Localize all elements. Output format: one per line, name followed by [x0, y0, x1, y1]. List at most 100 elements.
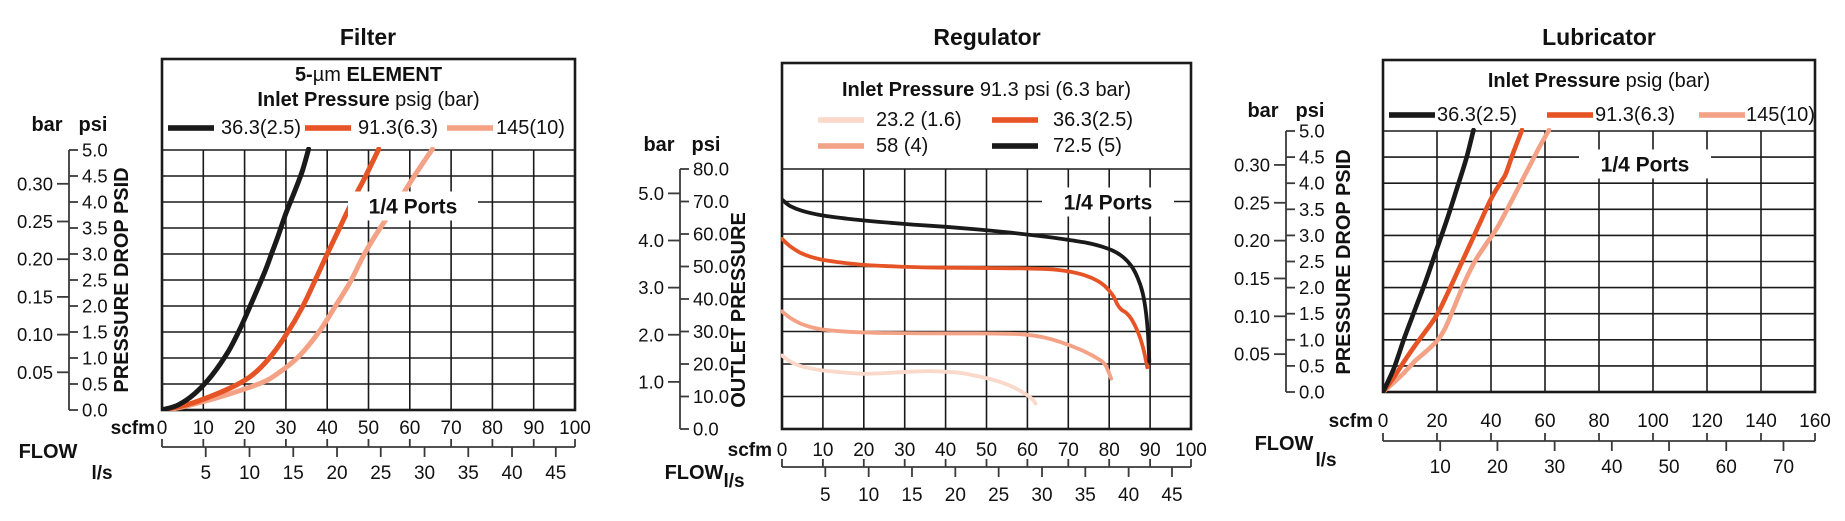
ls-tick-label: 10: [858, 485, 879, 506]
y-axis-ladder: [1274, 130, 1295, 393]
psi-tick-label: 4.0: [1299, 173, 1325, 194]
psi-tick-label: 4.5: [1299, 147, 1325, 168]
x-tick-label: 160: [1799, 411, 1831, 432]
y-axis-ladder: [668, 168, 689, 430]
legend-label: 23.2 (1.6): [876, 109, 962, 131]
legend-title: Inlet Pressure psig (bar): [1488, 70, 1710, 92]
psi-tick-label: 3.5: [1299, 199, 1325, 220]
legend-title: Inlet Pressure psig (bar): [257, 89, 479, 111]
ports-label: 1/4 Ports: [1064, 192, 1153, 215]
x-tick-label: 90: [523, 418, 544, 439]
bar-tick-label: 0.15: [1234, 268, 1270, 289]
ls-tick-label: 60: [1716, 457, 1737, 478]
legend-swatch-black: [168, 125, 214, 131]
psi-tick-label: 1.0: [1299, 329, 1325, 350]
x-tick-label: 50: [358, 418, 379, 439]
legend-label: 145(10): [496, 117, 565, 139]
y-axis-title: PRESSURE DROP PSID: [111, 167, 133, 392]
curve-58-4-: [781, 309, 1114, 381]
bar-unit-label: bar: [643, 134, 674, 156]
legend-swatch-lightpink: [818, 117, 864, 123]
psi-tick-label: 5.0: [1299, 121, 1325, 142]
x-tick-label: 40: [935, 440, 956, 461]
ports-label-bg: [348, 191, 478, 221]
legend-swatch-red: [305, 125, 351, 131]
legend-label: 91.3(6.3): [358, 117, 438, 139]
x-tick-label: 60: [1534, 411, 1555, 432]
bar-tick-label: 0.05: [17, 362, 53, 383]
ls-tick-label: 35: [1075, 485, 1096, 506]
x-axis: [161, 439, 576, 457]
legend-label: 36.3(2.5): [1437, 104, 1517, 126]
ls-tick-label: 70: [1773, 457, 1794, 478]
ls-tick-label: 50: [1658, 457, 1679, 478]
ls-unit-label: l/s: [1315, 450, 1336, 471]
psi-unit-label: psi: [1296, 100, 1325, 122]
bar-unit-label: bar: [1247, 100, 1278, 122]
x-tick-label: 40: [1480, 411, 1501, 432]
chart-title-filter: Filter: [339, 24, 397, 50]
flow-label: FLOW: [665, 462, 724, 484]
flow-label: FLOW: [19, 441, 78, 463]
chart-frame: [780, 61, 1193, 431]
legend-label: 72.5 (5): [1053, 135, 1122, 157]
curve-36.3-2.5-: [1382, 128, 1476, 393]
legend-swatch-red: [992, 117, 1038, 123]
chart-frame: [160, 57, 577, 412]
bar-tick-label: 5.0: [638, 183, 664, 204]
psi-tick-label: 4.5: [82, 166, 108, 187]
scfm-unit-label: scfm: [728, 440, 772, 461]
x-tick-label: 20: [234, 418, 255, 439]
curve-145-10-: [1382, 128, 1552, 393]
x-tick-label: 70: [441, 418, 462, 439]
psi-tick-label: 0.0: [1299, 382, 1325, 403]
chart-title-regulator: Regulator: [933, 24, 1041, 50]
legend-label: 58 (4): [876, 135, 928, 157]
psi-tick-label: 70.0: [693, 191, 729, 212]
ls-unit-label: l/s: [723, 471, 744, 492]
ls-tick-label: 30: [1031, 485, 1052, 506]
ls-tick-label: 15: [283, 463, 304, 484]
ls-tick-label: 5: [200, 463, 211, 484]
ports-label: 1/4 Ports: [1601, 154, 1690, 177]
ls-tick-label: 30: [1544, 457, 1565, 478]
ls-tick-label: 25: [988, 485, 1009, 506]
legend-label: 36.3(2.5): [221, 117, 301, 139]
curve-23.2-1.6-: [781, 353, 1038, 406]
bar-tick-label: 4.0: [638, 230, 664, 251]
curve-36.3-2.5-: [781, 236, 1150, 370]
psi-tick-label: 3.0: [1299, 225, 1325, 246]
bar-unit-label: bar: [31, 114, 62, 136]
y-axis-title: OUTLET PRESSURE: [728, 212, 750, 408]
psi-unit-label: psi: [79, 114, 108, 136]
curve-36.3-2.5-: [161, 147, 312, 411]
legend-label: 91.3(6.3): [1595, 104, 1675, 126]
legend-label: 36.3(2.5): [1053, 109, 1133, 131]
y-axis-ladder: [57, 149, 78, 411]
bar-tick-label: 0.25: [17, 211, 53, 232]
psi-tick-label: 1.5: [1299, 303, 1325, 324]
bar-tick-label: 0.30: [17, 173, 53, 194]
x-tick-label: 90: [1140, 440, 1161, 461]
curves: [781, 197, 1152, 406]
psi-tick-label: 50.0: [693, 256, 729, 277]
psi-unit-label: psi: [692, 134, 721, 156]
psi-tick-label: 2.0: [1299, 277, 1325, 298]
ports-label-bg: [1579, 149, 1711, 179]
legend-title: Inlet Pressure 91.3 psi (6.3 bar): [842, 79, 1131, 101]
legend-swatch-salmon: [447, 125, 493, 131]
x-tick-label: 10: [812, 440, 833, 461]
x-tick-label: 60: [399, 418, 420, 439]
legend-swatch-black: [1389, 112, 1435, 118]
legend-label: 145(10): [1746, 104, 1815, 126]
ls-tick-label: 20: [326, 463, 347, 484]
psi-tick-label: 4.0: [82, 192, 108, 213]
x-axis: [1382, 433, 1816, 451]
psi-tick-label: 0.5: [82, 374, 108, 395]
legend-title: 5-µm ELEMENT: [295, 64, 442, 86]
legend-swatch-red: [1547, 112, 1593, 118]
x-tick-label: 0: [157, 418, 168, 439]
x-tick-label: 80: [1588, 411, 1609, 432]
x-tick-label: 140: [1745, 411, 1777, 432]
